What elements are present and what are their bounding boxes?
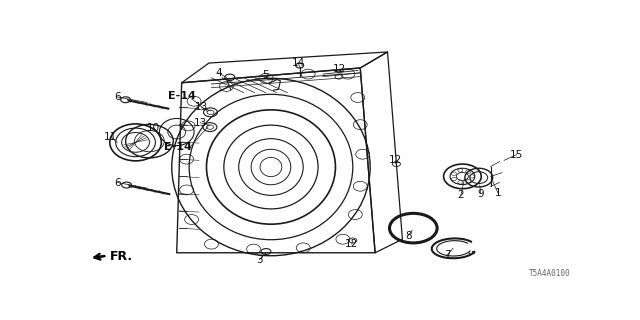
Text: E-14: E-14 xyxy=(164,142,192,152)
Text: 2: 2 xyxy=(458,190,464,200)
Text: 6: 6 xyxy=(115,178,121,188)
Text: 11: 11 xyxy=(104,132,117,142)
Text: 13: 13 xyxy=(195,102,208,112)
Text: T5A4A0100: T5A4A0100 xyxy=(529,269,570,278)
Text: E-14: E-14 xyxy=(168,91,196,101)
Text: 12: 12 xyxy=(333,64,346,74)
Text: 12: 12 xyxy=(389,155,402,164)
Text: 14: 14 xyxy=(292,58,305,68)
Text: 8: 8 xyxy=(405,230,412,241)
Text: 1: 1 xyxy=(495,188,502,198)
Text: 13: 13 xyxy=(193,118,207,128)
Text: 3: 3 xyxy=(256,255,263,265)
Text: FR.: FR. xyxy=(110,250,133,263)
Text: 12: 12 xyxy=(345,239,358,249)
Text: 7: 7 xyxy=(444,250,451,260)
Text: 4: 4 xyxy=(216,68,222,78)
Text: 9: 9 xyxy=(477,188,484,199)
Text: 10: 10 xyxy=(147,123,160,132)
Text: 15: 15 xyxy=(510,150,523,160)
Text: 5: 5 xyxy=(262,70,269,80)
Text: 6: 6 xyxy=(115,92,121,102)
